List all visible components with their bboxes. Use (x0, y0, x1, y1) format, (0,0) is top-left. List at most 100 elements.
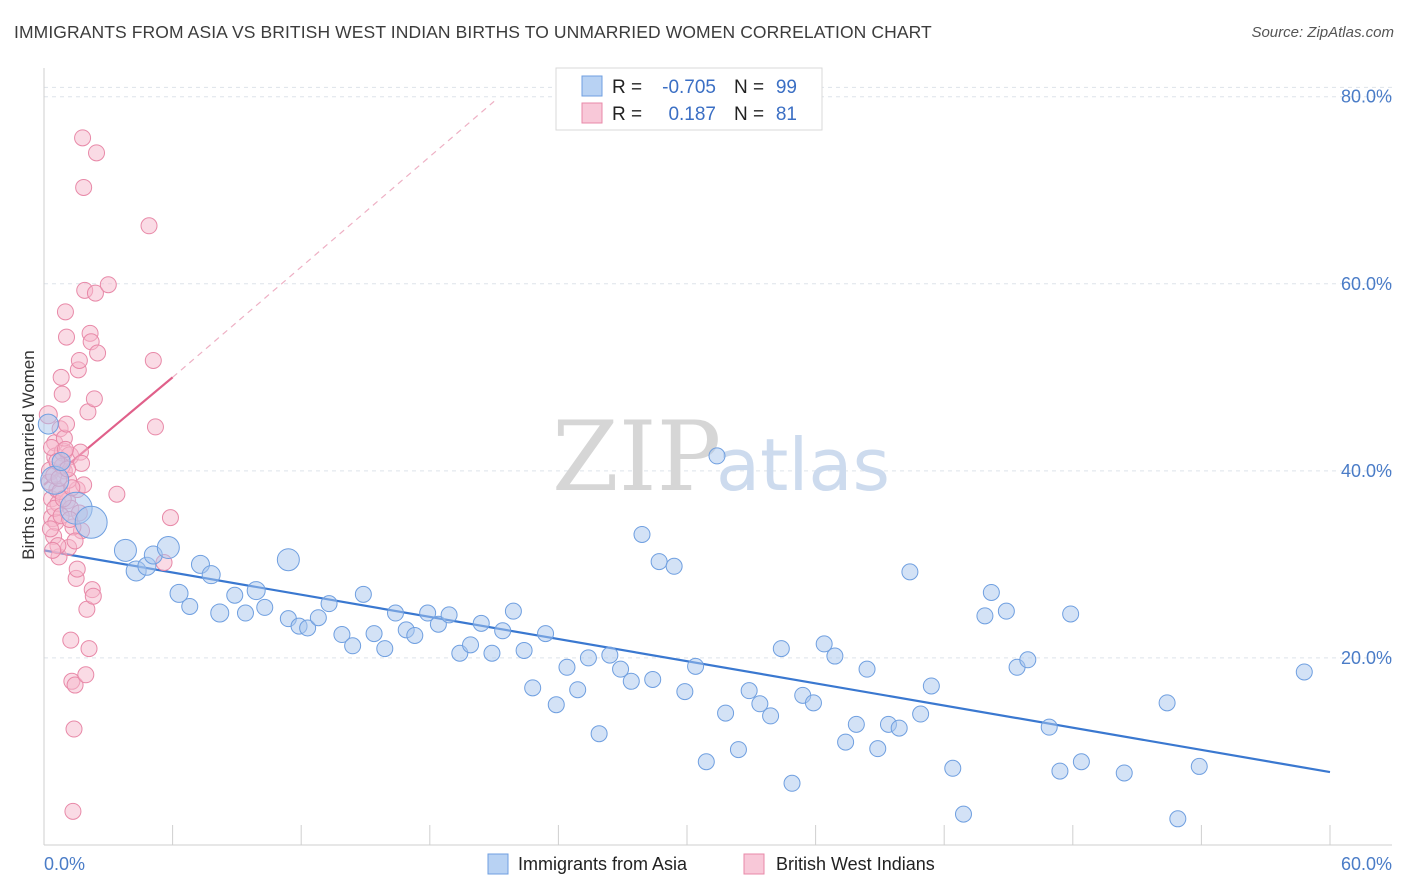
bwi-point-28 (70, 351, 88, 369)
trend-line-asia (43, 549, 1331, 774)
asia-point-65 (762, 707, 780, 725)
y-axis-label: Births to Unmarried Women (19, 350, 38, 559)
grid-lines (44, 86, 1392, 659)
x-tick-label-0: 0.0% (44, 854, 85, 874)
bwi-point-70 (41, 520, 59, 538)
asia-point-52 (622, 672, 640, 690)
asia-point-9 (156, 536, 180, 560)
asia-point-10 (169, 583, 189, 603)
bwi-point-12 (53, 385, 71, 403)
axes (43, 68, 1392, 846)
asia-point-63 (740, 682, 758, 700)
asia-point-2 (51, 452, 71, 471)
series-immigrants-from-asia (37, 413, 1313, 828)
bwi-point-48 (140, 217, 158, 235)
top-legend: R = -0.705 N = 99 R = 0.187 N = 81 (555, 67, 823, 131)
asia-point-88 (1040, 718, 1058, 736)
asia-point-4 (74, 505, 108, 539)
asia-point-75 (869, 740, 887, 758)
asia-point-47 (569, 681, 587, 699)
asia-point-11 (181, 597, 199, 615)
bottom-legend: Immigrants from Asia British West Indian… (487, 853, 935, 875)
bwi-point-16 (58, 328, 76, 346)
y-tick-labels: 20.0% 40.0% 60.0% 80.0% (1341, 87, 1392, 668)
asia-point-81 (944, 759, 962, 777)
asia-point-72 (837, 733, 855, 751)
bwi-point-47 (108, 485, 126, 503)
asia-point-53 (633, 525, 651, 543)
asia-point-43 (524, 679, 542, 697)
bwi-point-11 (52, 368, 70, 386)
bwi-point-43 (86, 284, 104, 302)
bwi-point-71 (44, 541, 62, 559)
asia-point-56 (665, 557, 683, 575)
asia-point-54 (644, 670, 662, 688)
bottom-legend-swatch-pink (743, 853, 765, 875)
asia-point-19 (276, 548, 300, 572)
asia-point-35 (440, 606, 458, 624)
asia-point-90 (1062, 605, 1080, 623)
asia-point-61 (717, 704, 735, 722)
bwi-point-49 (144, 351, 162, 369)
y-tick-label-0: 20.0% (1341, 648, 1392, 668)
asia-point-67 (783, 774, 801, 792)
legend-r-value-2: 0.187 (668, 104, 716, 125)
asia-point-42 (515, 641, 533, 659)
asia-point-91 (1072, 753, 1090, 771)
source-credit: Source: ZipAtlas.com (1251, 24, 1394, 41)
asia-point-39 (483, 644, 501, 662)
asia-point-55 (650, 553, 668, 571)
bwi-point-46 (99, 276, 117, 294)
bwi-point-23 (65, 720, 83, 738)
asia-point-5 (113, 538, 137, 562)
asia-point-33 (419, 604, 437, 622)
bwi-point-50 (146, 418, 164, 436)
asia-point-46 (558, 658, 576, 676)
bwi-point-15 (56, 303, 74, 321)
asia-point-66 (772, 640, 790, 658)
asia-point-71 (826, 647, 844, 665)
asia-point-57 (676, 683, 694, 701)
asia-point-69 (804, 694, 822, 712)
asia-point-26 (344, 637, 362, 655)
watermark: ZIP atlas (552, 401, 890, 513)
legend-r-label-2: R = (612, 104, 642, 125)
asia-point-78 (901, 563, 919, 581)
legend-swatch-pink (581, 102, 603, 124)
asia-point-34 (429, 615, 447, 633)
y-tick-label-1: 40.0% (1341, 461, 1392, 481)
asia-point-49 (590, 725, 608, 743)
bwi-point-61 (58, 415, 76, 433)
asia-point-82 (954, 805, 972, 823)
asia-point-84 (982, 583, 1000, 601)
asia-point-17 (246, 581, 266, 601)
asia-point-41 (504, 602, 522, 620)
asia-point-44 (537, 625, 555, 643)
legend-r-value-1: -0.705 (662, 77, 716, 98)
asia-point-27 (354, 585, 372, 603)
asia-point-40 (494, 622, 512, 640)
bottom-legend-label-blue: Immigrants from Asia (518, 854, 688, 874)
asia-point-18 (256, 598, 274, 616)
asia-point-70 (815, 635, 833, 653)
asia-point-89 (1051, 762, 1069, 780)
bwi-point-32 (75, 178, 93, 196)
bwi-point-42 (85, 390, 103, 408)
y-tick-label-2: 60.0% (1341, 274, 1392, 294)
asia-point-64 (751, 695, 769, 713)
asia-point-16 (236, 604, 254, 622)
asia-point-96 (1295, 663, 1313, 681)
bottom-legend-label-pink: British West Indians (776, 854, 935, 874)
asia-point-83 (976, 607, 994, 625)
asia-point-24 (320, 595, 338, 613)
asia-point-62 (729, 741, 747, 759)
legend-swatch-blue (581, 75, 603, 97)
bwi-point-37 (80, 640, 98, 658)
bwi-point-22 (64, 802, 82, 820)
trend-line-bwi-extension (172, 100, 495, 378)
watermark-atlas: atlas (716, 423, 890, 507)
asia-point-38 (472, 614, 490, 632)
asia-point-77 (890, 719, 908, 737)
asia-point-45 (547, 696, 565, 714)
